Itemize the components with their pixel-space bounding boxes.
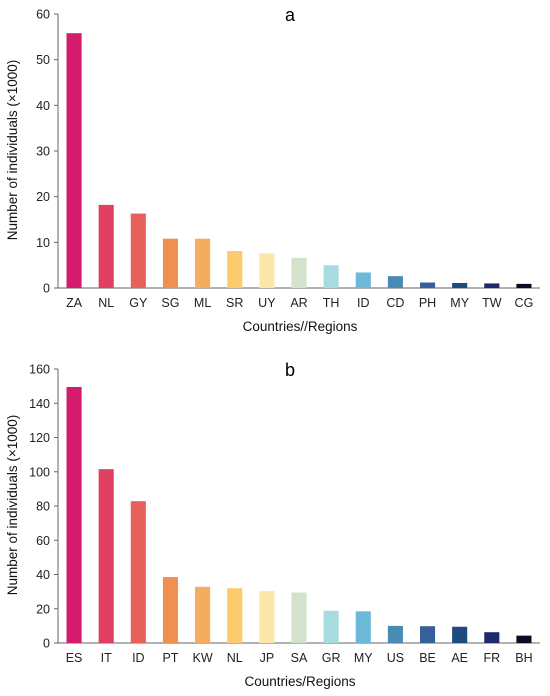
panel-b-bar-bh (516, 635, 532, 643)
panel-a-x-tick-label: TH (323, 296, 340, 310)
panel-a-bar-tw (484, 283, 500, 288)
panel-b-ylabel: Number of individuals (×1000) (5, 415, 20, 595)
panel-b-bar-ae (452, 626, 468, 643)
panel-a-y-tick-label: 40 (36, 99, 50, 113)
panel-a-y-tick-label: 60 (36, 8, 50, 22)
panel-a-bar-za (66, 33, 82, 289)
panel-b-y-tick-label: 0 (43, 637, 50, 651)
panel-a-x-tick-label: CD (386, 296, 404, 310)
panel-a-x-tick-label: CG (515, 296, 534, 310)
panel-b-bar-nl (227, 588, 243, 643)
panel-b-x-tick-label: NL (227, 651, 243, 665)
panel-b-x-tick-label: FR (483, 651, 500, 665)
panel-b-bar-be (419, 626, 436, 643)
panel-b-x-tick-label: SA (291, 651, 308, 665)
panel-a-bar-my (452, 282, 468, 288)
panel-a-x-tick-label: ML (194, 296, 211, 310)
panel-a-y-tick-label: 50 (36, 53, 50, 67)
panel-b-bar-us (387, 625, 403, 643)
panel-b-bar-gr (323, 610, 339, 643)
panel-b-x-tick-label: PT (162, 651, 178, 665)
panel-a-x-tick-label: MY (450, 296, 469, 310)
panel-b-y-tick-label: 40 (36, 568, 50, 582)
panel-b-bar-kw (195, 586, 211, 643)
panel-b-x-tick-label: BE (419, 651, 436, 665)
panel-a-x-tick-label: ZA (66, 296, 83, 310)
panel-a-x-tick-label: SR (226, 296, 243, 310)
panel-a-x-tick-label: UY (258, 296, 276, 310)
panel-b-x-tick-label: GR (322, 651, 341, 665)
panel-a-bar-nl (98, 204, 114, 288)
panel-a-bar-cd (387, 276, 403, 288)
panel-a-bar-cg (516, 283, 532, 288)
panel-b-y-tick-label: 60 (36, 534, 50, 548)
panel-a-x-tick-label: SG (161, 296, 179, 310)
panel-b-y-tick-label: 100 (29, 465, 50, 479)
panel-b-x-tick-label: ES (66, 651, 83, 665)
panel-b-bar-es (66, 386, 82, 643)
panel-b-x-tick-label: AE (451, 651, 468, 665)
panel-a-ylabel: Number of individuals (×1000) (5, 60, 20, 240)
panel-b-y-tick-label: 160 (29, 363, 50, 377)
panel-a-bar-sg (162, 238, 179, 288)
panel-a-bar-sr (227, 251, 243, 288)
panel-b-bar-id (130, 501, 146, 643)
panel-a-bar-ph (419, 282, 436, 288)
panel-b-y-tick-label: 80 (36, 500, 50, 514)
panel-b-y-tick-label: 120 (29, 431, 50, 445)
panel-a-y-tick-label: 20 (36, 190, 50, 204)
panel-a-title: a (285, 5, 296, 25)
panel-b-x-tick-label: MY (354, 651, 373, 665)
panel-a-x-tick-label: PH (419, 296, 436, 310)
panel-b-x-tick-label: US (387, 651, 404, 665)
panel-b-bar-jp (259, 591, 275, 643)
panel-a-x-tick-label: ID (357, 296, 370, 310)
panel-b-bar-it (98, 469, 114, 643)
panel-a-bar-uy (259, 253, 275, 288)
panel-a-x-tick-label: GY (129, 296, 148, 310)
panel-b: b Number of individuals (×1000) Countrie… (5, 360, 540, 689)
panel-a-bar-ar (291, 257, 307, 288)
panel-a-y-tick-label: 30 (36, 145, 50, 159)
panel-b-x-tick-label: BH (515, 651, 532, 665)
panel-a: a Number of individuals (×1000) Countrie… (5, 5, 540, 334)
panel-b-xlabel: Countries/Regions (244, 674, 355, 689)
panel-a-bar-ml (195, 238, 211, 288)
panel-a-bar-id (355, 272, 371, 288)
panel-b-x-tick-label: ID (132, 651, 145, 665)
panel-b-x-tick-label: KW (193, 651, 213, 665)
panel-a-bar-gy (130, 213, 146, 288)
panel-b-bar-my (355, 611, 371, 643)
panel-a-y-tick-label: 0 (43, 282, 50, 296)
panel-a-x-tick-label: AR (290, 296, 307, 310)
panel-a-xlabel: Countries//Regions (243, 319, 358, 334)
panel-b-bar-fr (484, 632, 500, 643)
panel-a-x-tick-label: TW (482, 296, 502, 310)
panel-b-title: b (285, 360, 295, 380)
panel-b-x-tick-label: IT (101, 651, 112, 665)
panel-b-y-tick-label: 20 (36, 602, 50, 616)
panel-b-bar-sa (291, 592, 307, 643)
panel-b-bar-pt (162, 577, 179, 643)
panel-a-bar-th (323, 265, 339, 288)
panel-a-x-tick-label: NL (98, 296, 114, 310)
panel-b-x-tick-label: JP (260, 651, 275, 665)
panel-a-y-tick-label: 10 (36, 236, 50, 250)
panel-b-y-tick-label: 140 (29, 397, 50, 411)
